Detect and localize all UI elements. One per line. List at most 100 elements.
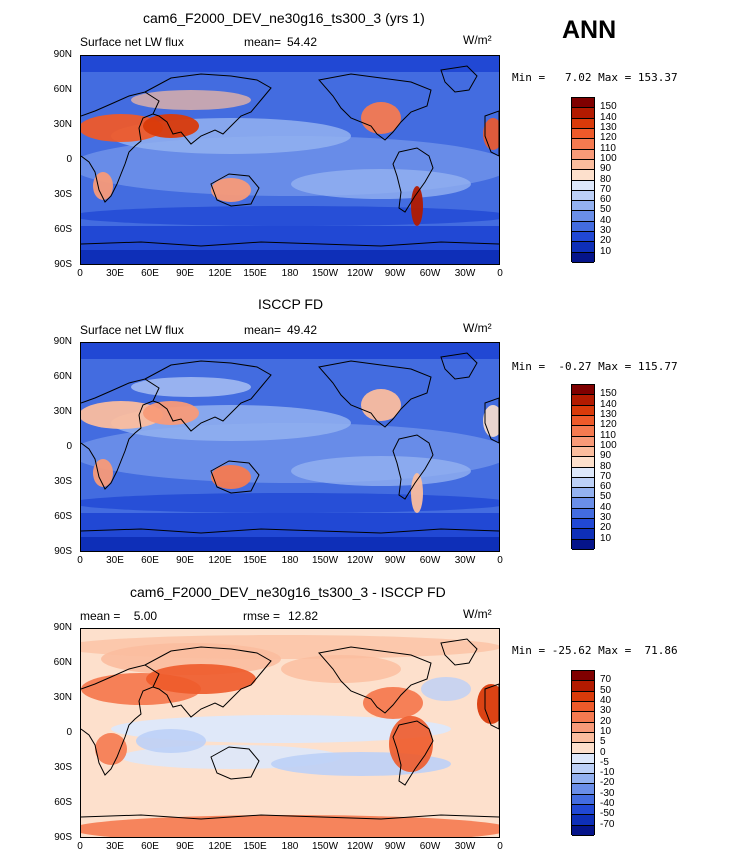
panel-1-lat-tick: 0	[66, 154, 72, 165]
colorbar-swatch	[572, 712, 594, 723]
panel-2-variable-label: Surface net LW flux	[80, 323, 184, 337]
panel-1-lon-tick: 30W	[454, 268, 476, 279]
panel-1-lon-tick: 0	[497, 268, 503, 279]
colorbar-swatch	[572, 539, 594, 550]
panel-2-lon-tick: 0	[497, 555, 503, 566]
colorbar-swatch	[572, 691, 594, 702]
panel-1-colorbar-label: 40	[600, 214, 612, 226]
panel-2-lon-tick: 60W	[419, 555, 441, 566]
colorbar-swatch	[572, 415, 594, 427]
panel-3-colorbar-label: 20	[600, 715, 612, 727]
panel-2-title: ISCCP FD	[258, 296, 324, 312]
panel-3-colorbar-label: -40	[600, 798, 615, 810]
panel-1-minmax: Min = 7.02 Max = 153.37	[512, 71, 678, 84]
panel-1-colorbar-label: 140	[600, 111, 617, 123]
panel-3-title: cam6_F2000_DEV_ne30g16_ts300_3 - ISCCP F…	[130, 584, 446, 600]
panel-1-colorbar-label: 80	[600, 173, 612, 185]
colorbar-swatch	[572, 815, 594, 826]
panel-3-colorbar-label: 5	[600, 736, 606, 748]
panel-3-lat-tick: 30N	[53, 692, 72, 703]
panel-1-mean-label: mean=	[244, 35, 282, 49]
panel-3-map	[80, 628, 500, 838]
panel-1-units: W/m²	[463, 33, 492, 47]
panel-3-lon-tick: 0	[497, 841, 503, 852]
colorbar-swatch	[572, 508, 594, 520]
panel-2-minmax: Min = -0.27 Max = 115.77	[512, 360, 678, 373]
panel-2-colorbar-label: 70	[600, 470, 612, 482]
colorbar-swatch	[572, 457, 594, 468]
panel-3-lon-tick: 120W	[346, 841, 374, 852]
panel-1-lon-tick: 180	[281, 268, 299, 279]
colorbar-swatch	[572, 118, 594, 129]
panel-2-lon-tick: 60E	[141, 555, 159, 566]
panel-3-lat-tick: 60S	[54, 797, 72, 808]
panel-2-lat-tick: 90S	[54, 546, 72, 557]
colorbar-swatch	[572, 774, 594, 785]
panel-2-lon-tick: 0	[77, 555, 83, 566]
panel-2-lat-tick: 30N	[53, 406, 72, 417]
panel-2-colorbar-label: 150	[600, 388, 617, 400]
panel-1-lon-tick: 120W	[346, 268, 374, 279]
panel-1-variable-label: Surface net LW flux	[80, 35, 184, 49]
panel-3-lon-tick: 60W	[419, 841, 441, 852]
colorbar-swatch	[572, 139, 594, 150]
colorbar-swatch	[572, 805, 594, 816]
panel-3-lon-tick: 150E	[243, 841, 267, 852]
colorbar-swatch	[572, 722, 594, 733]
panel-3-colorbar	[571, 670, 595, 836]
panel-1-colorbar-label: 130	[600, 121, 617, 133]
panel-3-rmse-value: 12.82	[288, 609, 319, 623]
panel-1-colorbar-label: 10	[600, 245, 612, 257]
panel-2-lon-tick: 30W	[454, 555, 476, 566]
colorbar-swatch	[572, 395, 594, 406]
panel-2-lat-tick: 60N	[53, 371, 72, 382]
colorbar-swatch	[572, 128, 594, 140]
colorbar-swatch	[572, 784, 594, 795]
colorbar-swatch	[572, 405, 594, 416]
panel-1-lon-tick: 30E	[106, 268, 124, 279]
colorbar-swatch	[572, 743, 594, 754]
panel-3-colorbar-label: -30	[600, 787, 615, 799]
panel-1-lat-tick: 30S	[54, 189, 72, 200]
panel-2-colorbar-label: 90	[600, 450, 612, 462]
panel-1-lon-tick: 90E	[176, 268, 194, 279]
panel-2-colorbar-label: 140	[600, 398, 617, 410]
panel-3-lon-tick: 30E	[106, 841, 124, 852]
colorbar-swatch	[572, 385, 594, 396]
season-label: ANN	[562, 16, 617, 44]
colorbar-swatch	[572, 825, 594, 836]
colorbar-swatch	[572, 108, 594, 119]
panel-2-lon-tick: 150E	[243, 555, 267, 566]
panel-2-colorbar-label: 40	[600, 501, 612, 513]
panel-2-colorbar-label: 60	[600, 481, 612, 493]
panel-2-colorbar	[571, 384, 595, 550]
panel-3-lon-tick: 90W	[384, 841, 406, 852]
colorbar-swatch	[572, 159, 594, 171]
panel-3-units: W/m²	[463, 607, 492, 621]
panel-2-lat-tick: 90N	[53, 336, 72, 347]
panel-1-colorbar	[571, 97, 595, 263]
colorbar-swatch	[572, 529, 594, 540]
panel-1-colorbar-label: 120	[600, 132, 617, 144]
panel-2-lon-tick: 180	[281, 555, 299, 566]
panel-3-lat-tick: 60N	[53, 657, 72, 668]
panel-2-map	[80, 342, 500, 552]
colorbar-swatch	[572, 701, 594, 713]
panel-1-lat-tick: 60S	[54, 224, 72, 235]
colorbar-swatch	[572, 98, 594, 109]
panel-3-lon-tick: 90E	[176, 841, 194, 852]
panel-1-lon-tick: 0	[77, 268, 83, 279]
panel-3-mean-label: mean = 5.00	[80, 609, 158, 623]
panel-1-lon-tick: 120E	[208, 268, 232, 279]
panel-3-lon-tick: 30W	[454, 841, 476, 852]
panel-2-mean-label: mean=	[244, 323, 282, 337]
colorbar-swatch	[572, 190, 594, 202]
panel-2-lat-tick: 60S	[54, 511, 72, 522]
colorbar-swatch	[572, 446, 594, 458]
panel-2-lon-tick: 90E	[176, 555, 194, 566]
panel-2-colorbar-label: 30	[600, 512, 612, 524]
panel-2-mean-value: 49.42	[287, 323, 318, 337]
colorbar-swatch	[572, 753, 594, 764]
panel-1-colorbar-label: 30	[600, 225, 612, 237]
panel-3-lat-tick: 30S	[54, 762, 72, 773]
